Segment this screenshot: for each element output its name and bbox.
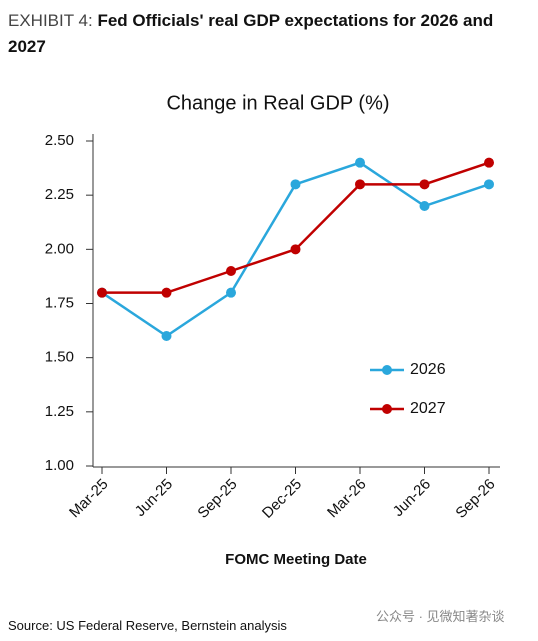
point xyxy=(226,266,236,276)
y-tick-label: 1.50 xyxy=(45,349,74,366)
x-tick-label: Dec-25 xyxy=(259,476,305,522)
legend-label: 2027 xyxy=(410,400,446,417)
point xyxy=(161,287,172,298)
point xyxy=(484,157,494,168)
point xyxy=(161,331,172,341)
point xyxy=(419,201,430,211)
y-tick-label: 1.00 xyxy=(45,457,74,474)
exhibit: EXHIBIT 4: xyxy=(8,11,93,30)
x-tick-label: Jun-25 xyxy=(132,476,176,520)
point xyxy=(355,179,365,190)
legend-marker xyxy=(382,365,392,375)
headline: Fed Officials' real GDP expectations for… xyxy=(8,11,494,56)
point xyxy=(290,244,301,255)
point xyxy=(355,157,365,168)
y-tick-label: 2.50 xyxy=(45,132,74,149)
point xyxy=(484,179,494,190)
x-tick-label: Sep-26 xyxy=(452,476,498,522)
x-axis-label: FOMC Meeting Date xyxy=(225,551,367,568)
y-tick-label: 2.00 xyxy=(45,240,74,257)
x-tick-label: Mar-26 xyxy=(324,476,370,522)
x-tick-label: Jun-26 xyxy=(390,476,434,520)
y-tick-label: 1.25 xyxy=(45,403,74,420)
watermark: 公众号 · 见微知著杂谈 xyxy=(376,609,505,624)
point xyxy=(290,179,301,190)
point xyxy=(97,287,107,298)
y-tick-label: 1.75 xyxy=(45,294,74,311)
chart-title: Change in Real GDP (%) xyxy=(166,92,389,114)
x-tick-label: Sep-25 xyxy=(194,476,240,522)
x-tick-label: Mar-25 xyxy=(66,476,112,522)
point xyxy=(226,287,236,298)
y-tick-label: 2.25 xyxy=(45,186,74,203)
legend-label: 2026 xyxy=(410,361,446,378)
source: Source: US Federal Reserve, Bernstein an… xyxy=(8,618,287,633)
legend-marker xyxy=(382,404,392,414)
point xyxy=(419,179,430,190)
header: EXHIBIT 4: Fed Officials' real GDP expec… xyxy=(8,8,523,60)
